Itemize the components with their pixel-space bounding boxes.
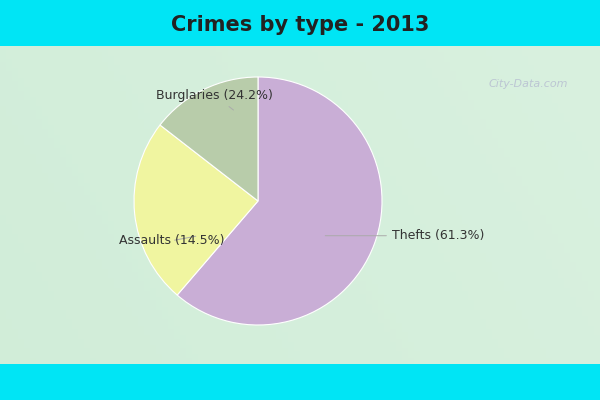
Text: Burglaries (24.2%): Burglaries (24.2%) [157, 89, 273, 110]
Text: Thefts (61.3%): Thefts (61.3%) [325, 229, 484, 242]
Wedge shape [160, 77, 258, 201]
Text: City-Data.com: City-Data.com [488, 79, 568, 89]
Wedge shape [134, 125, 258, 295]
Text: Assaults (14.5%): Assaults (14.5%) [119, 234, 224, 247]
Wedge shape [177, 77, 382, 325]
Text: Crimes by type - 2013: Crimes by type - 2013 [171, 15, 429, 35]
